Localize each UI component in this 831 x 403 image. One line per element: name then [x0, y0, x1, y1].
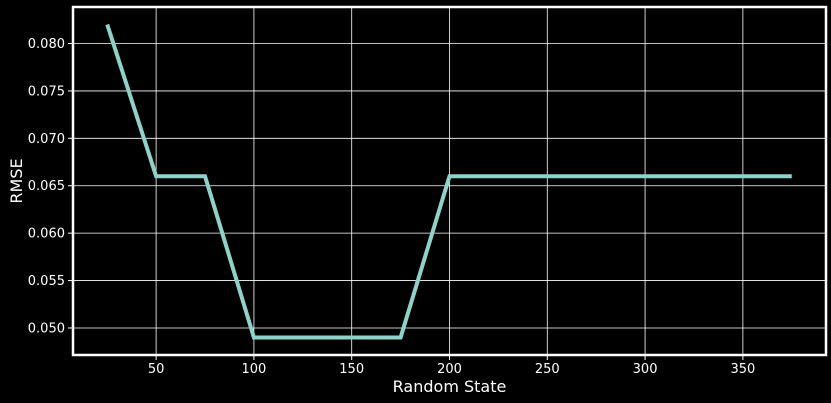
x-tick-label: 300	[633, 362, 658, 377]
x-tick-label: 250	[535, 362, 560, 377]
y-axis-label: RMSE	[7, 158, 26, 203]
x-tick-label: 200	[437, 362, 462, 377]
y-tick-label: 0.080	[28, 37, 65, 52]
x-tick-label: 150	[339, 362, 364, 377]
y-tick-label: 0.075	[28, 84, 65, 99]
grid-lines	[73, 7, 826, 355]
y-tick-label: 0.055	[28, 274, 65, 289]
x-tick-label: 50	[148, 362, 165, 377]
x-tick-label: 100	[242, 362, 267, 377]
series-group	[105, 23, 792, 340]
series-line	[105, 23, 792, 340]
y-tick-label: 0.060	[28, 227, 65, 242]
x-axis-label: Random State	[393, 377, 507, 396]
y-tick-labels: 0.050 0.055 0.060 0.065 0.070 0.075 0.080	[28, 37, 65, 336]
x-tick-label: 350	[730, 362, 755, 377]
y-tick-label: 0.065	[28, 179, 65, 194]
y-tick-label: 0.070	[28, 132, 65, 147]
y-tick-label: 0.050	[28, 321, 65, 336]
plot-frame	[71, 5, 828, 357]
x-tick-labels: 50 100 150 200 250 300 350	[148, 362, 755, 377]
